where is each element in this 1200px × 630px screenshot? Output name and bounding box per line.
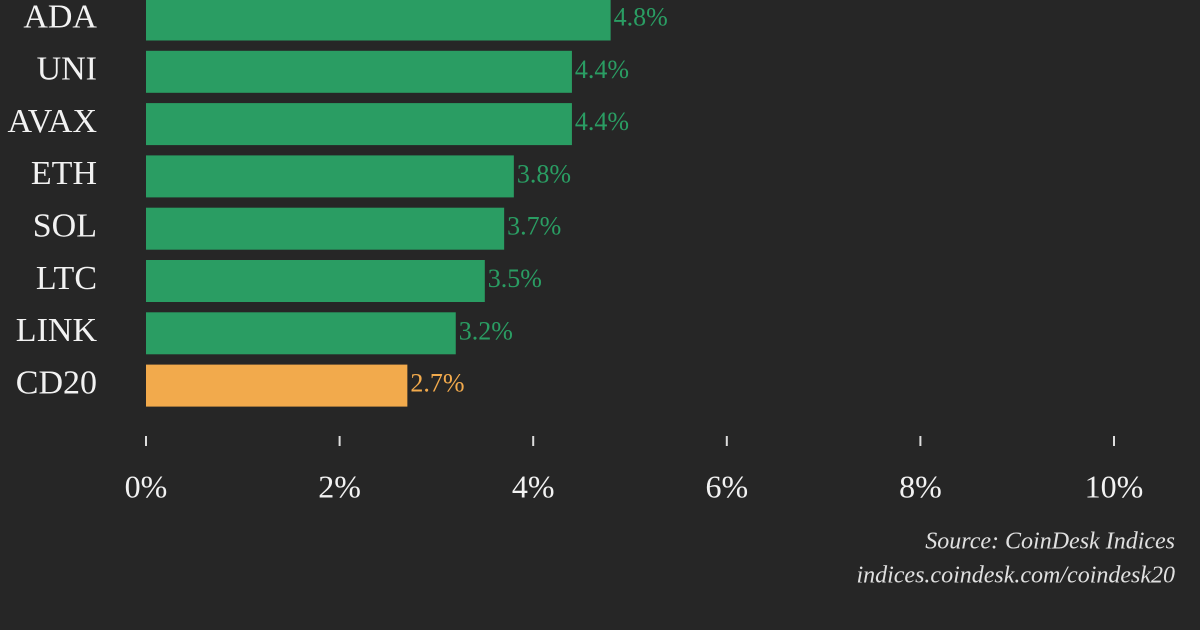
bar [146, 155, 514, 198]
value-label: 3.8% [517, 159, 571, 188]
y-tick-label: CD20 [16, 364, 97, 401]
source-url: indices.coindesk.com/coindesk20 [856, 563, 1175, 589]
value-label: 3.7% [507, 212, 561, 241]
bar [146, 312, 456, 355]
y-tick-label: UNI [37, 51, 97, 88]
bar [146, 0, 611, 41]
value-label: 4.8% [614, 2, 668, 31]
bar [146, 364, 408, 407]
y-tick-label: LTC [36, 260, 97, 297]
bar [146, 207, 505, 250]
value-label: 3.5% [488, 264, 542, 293]
y-tick-label: ADA [23, 0, 97, 35]
source: Source: CoinDesk Indices [925, 529, 1175, 555]
y-tick-label: AVAX [8, 103, 97, 140]
y-tick-label: SOL [33, 207, 97, 244]
y-tick-label: ETH [31, 155, 97, 192]
bar [146, 103, 572, 146]
value-label: 4.4% [575, 55, 629, 84]
x-tick-label: 6% [705, 468, 748, 504]
bar [146, 260, 485, 302]
bar [146, 50, 572, 93]
x-tick-label: 4% [512, 468, 555, 504]
x-tick-label: 8% [899, 468, 942, 504]
value-label: 3.2% [459, 316, 513, 345]
value-label: 4.4% [575, 107, 629, 136]
y-tick-label: LINK [16, 312, 98, 349]
x-tick-label: 10% [1085, 468, 1144, 504]
value-label: 2.7% [410, 369, 464, 398]
x-tick-label: 0% [125, 468, 168, 504]
x-tick-label: 2% [318, 468, 361, 504]
